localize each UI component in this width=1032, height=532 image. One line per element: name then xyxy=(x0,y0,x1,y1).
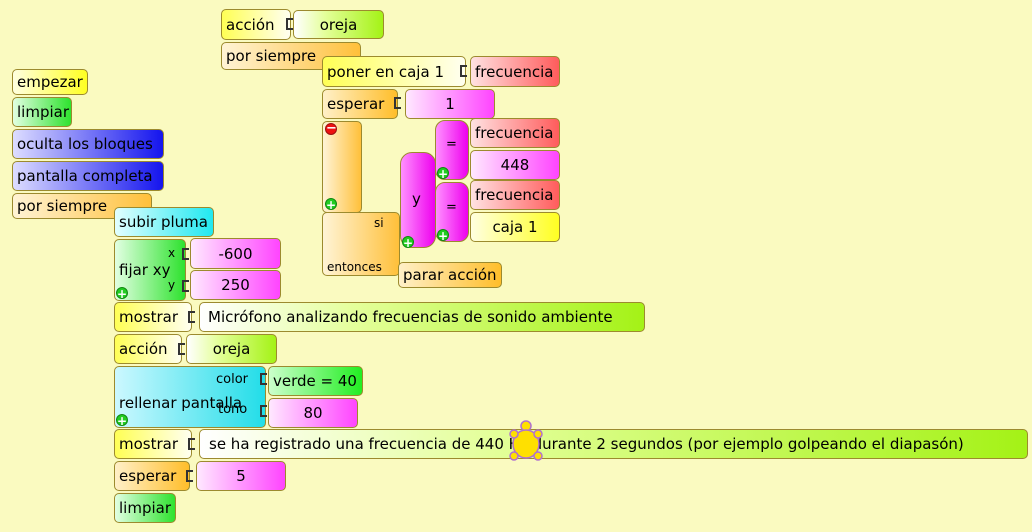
connector-icon xyxy=(182,248,189,260)
turtle-icon[interactable] xyxy=(508,418,544,466)
connector-icon xyxy=(188,311,195,323)
esperar-label: esperar xyxy=(327,95,385,113)
plus-icon[interactable]: + xyxy=(116,287,128,301)
pantalla-label: pantalla completa xyxy=(17,167,153,185)
color-label: color xyxy=(216,372,249,387)
tono-label: tono xyxy=(218,402,248,417)
color-value: verde = 40 xyxy=(273,372,357,390)
si-label: si xyxy=(374,216,384,230)
number-448-field[interactable]: 448 xyxy=(470,150,560,180)
rellenar-label: rellenar pantalla xyxy=(119,394,243,412)
accion-block-main[interactable]: acción xyxy=(114,334,182,364)
connector-icon xyxy=(460,65,467,77)
accion-value: oreja xyxy=(212,340,251,358)
caja-1-label: caja 1 xyxy=(492,218,538,236)
connector-icon xyxy=(286,18,293,30)
rellenar-pantalla-block[interactable]: rellenar pantalla xyxy=(114,366,266,428)
y-value-field[interactable]: 250 xyxy=(190,270,281,300)
accion-block[interactable]: acción xyxy=(221,9,291,40)
equals-symbol: = xyxy=(446,137,457,152)
esperar-value: 1 xyxy=(445,95,455,113)
mostrar-block-2[interactable]: mostrar xyxy=(114,429,192,459)
limpiar-block-end[interactable]: limpiar xyxy=(114,493,176,523)
fijar-xy-label: fijar xy xyxy=(119,261,171,279)
y-label: y xyxy=(168,278,176,292)
connector-icon xyxy=(182,280,189,292)
limpiar-label: limpiar xyxy=(17,103,69,121)
poner-label: poner en caja 1 xyxy=(327,62,444,81)
accion-label: acción xyxy=(119,340,168,358)
mostrar-label: mostrar xyxy=(119,435,179,453)
por-siempre-label: por siempre xyxy=(17,197,108,215)
mostrar-block-1[interactable]: mostrar xyxy=(114,302,192,332)
connector-icon xyxy=(178,343,185,355)
pantalla-completa-block[interactable]: pantalla completa xyxy=(12,161,164,191)
mostrar-text: Micrófono analizando frecuencias de soni… xyxy=(208,308,613,326)
x-value-field[interactable]: -600 xyxy=(190,238,281,269)
limpiar-label: limpiar xyxy=(119,499,171,517)
connector-icon xyxy=(260,373,267,385)
esperar-value-field-main[interactable]: 5 xyxy=(196,461,286,491)
accion-label: acción xyxy=(226,15,275,34)
parar-accion-label: parar acción xyxy=(403,266,497,284)
si-bracket-block[interactable] xyxy=(322,121,362,213)
esperar-value: 5 xyxy=(236,467,246,485)
x-value: -600 xyxy=(218,244,253,263)
mostrar-label: mostrar xyxy=(119,308,179,326)
plus-icon[interactable]: + xyxy=(437,229,449,243)
tono-value: 80 xyxy=(303,404,323,422)
accion-value: oreja xyxy=(319,15,358,34)
mostrar-text: se ha registrado una frecuencia de 440 H… xyxy=(209,435,964,453)
frecuencia-value-block[interactable]: frecuencia xyxy=(470,118,560,148)
entonces-label: entonces xyxy=(327,260,382,274)
limpiar-block[interactable]: limpiar xyxy=(12,97,72,127)
tono-value-field[interactable]: 80 xyxy=(268,398,358,428)
x-label: x xyxy=(168,246,176,260)
plus-icon[interactable]: + xyxy=(325,198,337,212)
frecuencia-label: frecuencia xyxy=(475,62,554,81)
oculta-label: oculta los bloques xyxy=(17,135,153,153)
esperar-label: esperar xyxy=(119,467,177,485)
equals-block-1[interactable] xyxy=(435,120,469,180)
plus-icon[interactable]: + xyxy=(437,167,449,181)
esperar-value-field[interactable]: 1 xyxy=(405,89,495,119)
por-siempre-label: por siempre xyxy=(226,47,317,65)
y-value: 250 xyxy=(221,276,250,294)
empezar-block[interactable]: empezar xyxy=(12,69,88,95)
y-label: y xyxy=(412,190,421,208)
parar-accion-block[interactable]: parar acción xyxy=(398,262,502,288)
number-value: 448 xyxy=(500,156,530,174)
plus-icon[interactable]: + xyxy=(402,236,414,250)
accion-value-field-main[interactable]: oreja xyxy=(186,334,277,364)
color-value-block[interactable]: verde = 40 xyxy=(268,366,363,396)
subir-pluma-label: subir pluma xyxy=(119,213,208,231)
connector-icon xyxy=(186,470,193,482)
connector-icon xyxy=(188,438,195,450)
minus-icon[interactable]: − xyxy=(325,121,337,136)
esperar-block-main[interactable]: esperar xyxy=(114,461,190,491)
frecuencia-label: frecuencia xyxy=(475,186,554,204)
empezar-label: empezar xyxy=(17,73,83,91)
caja-1-value-block[interactable]: caja 1 xyxy=(470,212,560,242)
esperar-block-top[interactable]: esperar xyxy=(322,89,398,119)
connector-icon xyxy=(394,97,401,109)
frecuencia-value-block[interactable]: frecuencia xyxy=(470,56,560,87)
frecuencia-value-block[interactable]: frecuencia xyxy=(470,180,560,210)
mostrar-text-field-2[interactable]: se ha registrado una frecuencia de 440 H… xyxy=(199,429,1028,459)
connector-icon xyxy=(260,405,267,417)
frecuencia-label: frecuencia xyxy=(475,124,554,142)
poner-en-caja-block[interactable]: poner en caja 1 xyxy=(322,56,466,87)
accion-value-field[interactable]: oreja xyxy=(293,10,384,39)
equals-symbol: = xyxy=(446,200,457,215)
mostrar-text-field-1[interactable]: Micrófono analizando frecuencias de soni… xyxy=(199,302,645,332)
si-entonces-block[interactable] xyxy=(322,212,400,276)
plus-icon[interactable]: + xyxy=(116,414,128,428)
oculta-bloques-block[interactable]: oculta los bloques xyxy=(12,129,164,159)
subir-pluma-block[interactable]: subir pluma xyxy=(114,207,214,237)
